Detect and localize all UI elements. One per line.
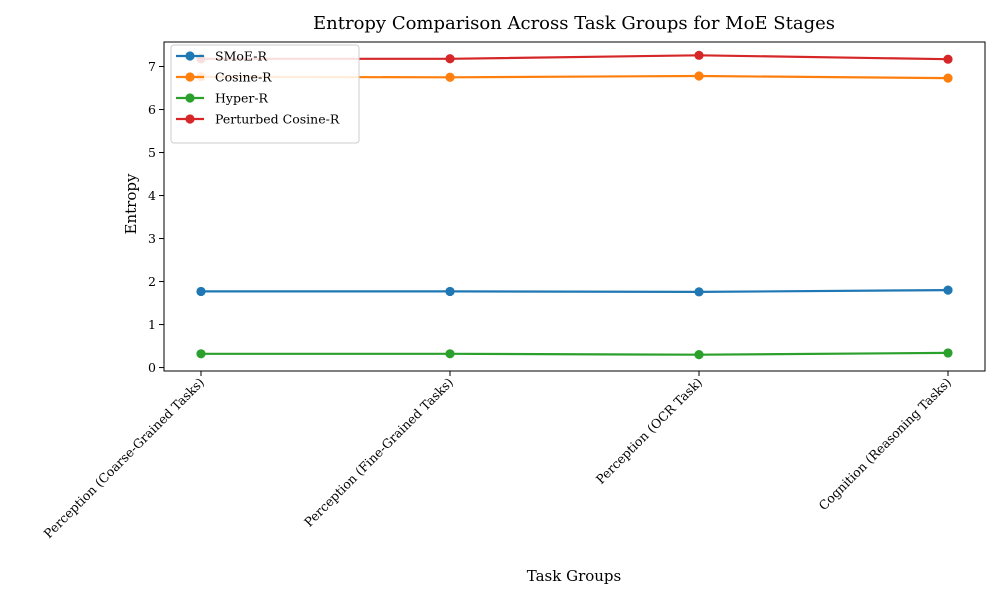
y-tick-label: 2 (148, 274, 156, 289)
data-point-perturbed-cosine-r (445, 54, 455, 64)
x-axis-label: Task Groups (527, 567, 621, 585)
legend-label-cosine-r: Cosine-R (215, 70, 272, 85)
y-tick-label: 1 (148, 317, 156, 332)
legend-label-smoe-r: SMoE-R (215, 49, 267, 64)
legend-marker-hyper-r (185, 93, 195, 103)
data-point-cosine-r (943, 73, 953, 83)
series-line-smoe-r (201, 289, 949, 293)
data-point-cosine-r (694, 71, 704, 81)
data-point-smoe-r (196, 286, 206, 297)
series-line-hyper-r (201, 351, 949, 356)
data-point-perturbed-cosine-r (943, 54, 953, 64)
data-point-smoe-r (694, 287, 704, 297)
legend-label-hyper-r: Hyper-R (215, 91, 269, 106)
y-tick-label: 0 (148, 360, 156, 375)
y-axis-label: Entropy (122, 173, 140, 234)
plot-frame (163, 41, 986, 372)
data-point-hyper-r (694, 350, 704, 360)
x-tick-label: Perception (OCR Task) (593, 375, 705, 487)
data-point-cosine-r (445, 72, 455, 82)
y-tick-label: 5 (148, 145, 156, 160)
legend-label-perturbed-cosine-r: Perturbed Cosine-R (215, 112, 340, 127)
data-point-hyper-r (196, 349, 206, 359)
y-tick-label: 6 (148, 102, 156, 117)
legend: SMoE-R Cosine-R Hyper-R Perturbed Cosine-R (170, 44, 360, 144)
data-point-perturbed-cosine-r (694, 50, 704, 60)
data-point-smoe-r (943, 285, 953, 295)
chart-title: Entropy Comparison Across Task Groups fo… (313, 13, 835, 34)
x-tick-label: Perception (Coarse-Grained Tasks) (41, 375, 208, 542)
y-tick-label: 3 (148, 231, 156, 246)
data-point-hyper-r (445, 349, 455, 359)
y-tick-label: 7 (148, 59, 156, 74)
x-tick-label: Cognition (Reasoning Tasks) (816, 375, 955, 514)
data-point-smoe-r (445, 286, 455, 297)
x-tick-label: Perception (Fine-Grained Tasks) (301, 375, 456, 530)
legend-box (170, 44, 360, 144)
legend-marker-cosine-r (185, 72, 195, 82)
legend-marker-smoe-r (185, 51, 195, 61)
y-tick-label: 4 (148, 188, 156, 203)
data-point-hyper-r (943, 348, 953, 358)
legend-marker-perturbed-cosine-r (185, 114, 195, 124)
